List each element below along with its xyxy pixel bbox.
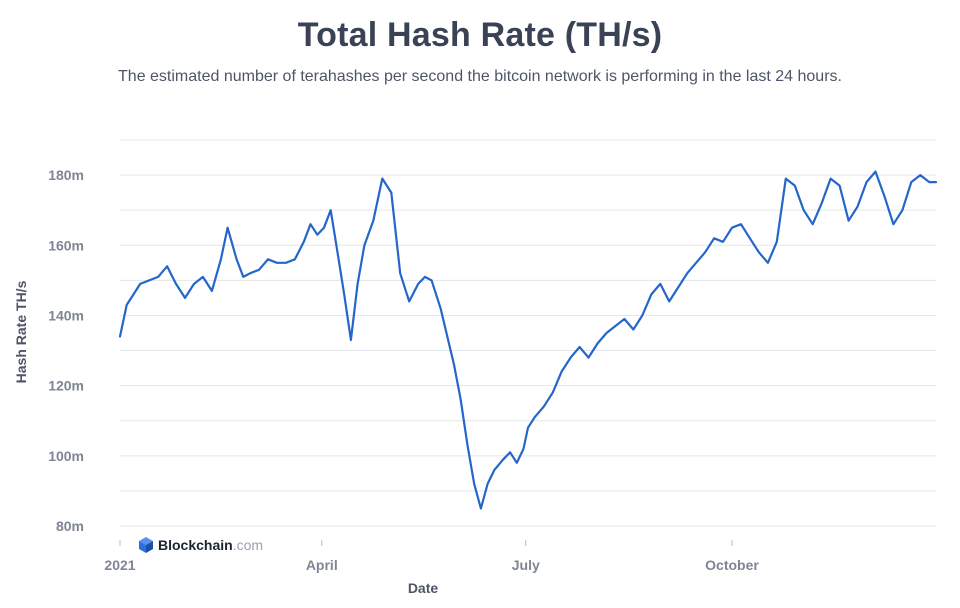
watermark-suffix: .com: [233, 537, 263, 553]
watermark-name: Blockchain: [158, 537, 233, 553]
chart-title: Total Hash Rate (TH/s): [297, 16, 663, 54]
hash-rate-series-line: [118, 170, 938, 510]
blockchain-watermark: Blockchain.com: [139, 537, 263, 553]
x-tick-label: October: [705, 557, 759, 573]
x-axis-ticks: 2021 April July October: [104, 540, 759, 573]
y-tick-label: 100m: [48, 448, 84, 464]
y-axis-ticks: 80m 100m 120m 140m 160m 180m: [48, 167, 84, 534]
x-tick-label: 2021: [104, 557, 135, 573]
y-tick-label: 140m: [48, 307, 84, 323]
x-axis-title: Date: [408, 580, 439, 596]
y-tick-label: 120m: [48, 378, 84, 394]
y-tick-label: 160m: [48, 237, 84, 253]
series-layer: [118, 170, 938, 510]
x-tick-label: April: [306, 557, 338, 573]
chart-subtitle: The estimated number of terahashes per s…: [118, 68, 842, 85]
svg-text:Blockchain.com: Blockchain.com: [158, 537, 263, 553]
y-tick-label: 80m: [56, 518, 84, 534]
blockchain-cube-icon: [139, 537, 153, 553]
y-tick-label: 180m: [48, 167, 84, 183]
grid-lines: [120, 139, 936, 527]
y-axis-title: Hash Rate TH/s: [13, 280, 29, 383]
x-tick-label: July: [512, 557, 540, 573]
